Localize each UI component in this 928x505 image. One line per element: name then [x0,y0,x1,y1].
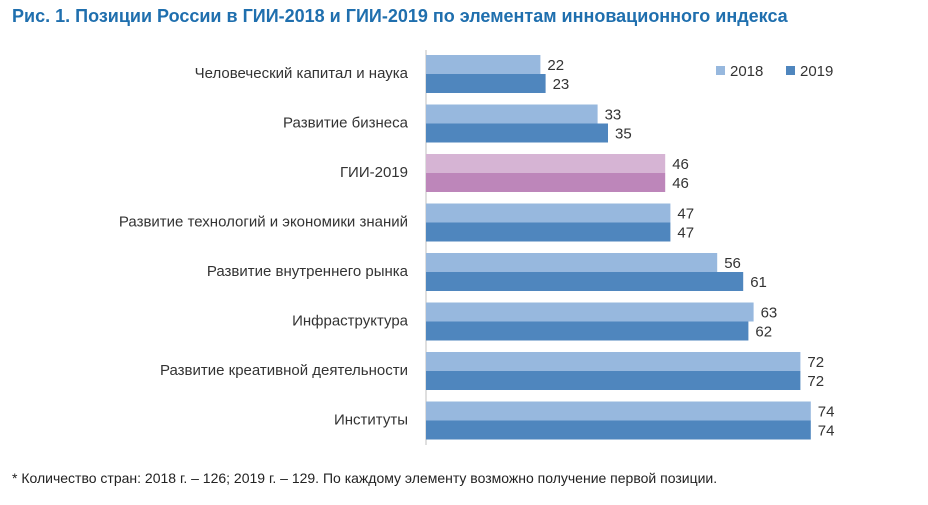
legend-swatch-2018 [716,66,725,75]
bar-2019-3 [426,173,666,192]
footnote: * Количество стран: 2018 г. – 126; 2019 … [12,470,718,486]
bar-2019-8 [426,420,811,440]
bar-2018-4 [426,203,671,223]
category-label: Развитие технологий и экономики знаний [119,214,408,231]
category-label: Развитие внутреннего рынка [207,263,409,280]
bar-2018-5 [426,253,718,272]
bar-2019-7 [426,371,801,390]
bar-chart: Человеческий капитал и наука 22 23 Развитие… [119,50,835,445]
category-label: Институты [334,412,408,429]
data-label: 47 [677,206,694,223]
legend-label-2018: 2018 [730,63,763,80]
bar-2018-1 [426,55,541,74]
category-label: Человеческий капитал и наука [195,65,409,82]
data-label: 56 [724,255,741,272]
data-label: 72 [807,354,824,371]
data-label: 46 [672,175,689,192]
data-label: 23 [553,76,570,93]
title-text: Позиции России в ГИИ-2018 и ГИИ-2019 по … [75,6,788,26]
bar-2018-3 [426,154,666,173]
bar-2019-4 [426,222,671,242]
category-label: ГИИ-2019 [340,164,408,181]
data-label: 35 [615,126,632,143]
category-label: Развитие бизнеса [283,115,409,132]
data-label: 63 [761,305,778,322]
chart-title: Рис. 1. Позиции России в ГИИ-2018 и ГИИ-… [12,6,788,27]
bar-2018-7 [426,352,801,371]
legend-label-2019: 2019 [800,63,833,80]
category-label: Инфраструктура [292,313,409,330]
data-label: 46 [672,156,689,173]
data-label: 47 [677,225,694,242]
bar-2018-8 [426,401,811,421]
bar-2018-2 [426,104,598,124]
bar-2018-6 [426,302,754,322]
data-label: 62 [755,324,772,341]
bar-2019-5 [426,272,744,291]
data-label: 72 [807,373,824,390]
bar-2019-1 [426,74,546,93]
data-label: 61 [750,274,767,291]
legend-swatch-2019 [786,66,795,75]
data-label: 74 [818,423,835,440]
legend: 2018 2019 [716,63,833,80]
data-label: 33 [605,107,622,124]
category-label: Развитие креативной деятельности [160,362,408,379]
bar-2019-6 [426,321,749,341]
figure-label: Рис. 1. [12,6,71,26]
data-label: 22 [547,57,564,74]
data-label: 74 [818,404,835,421]
bar-2019-2 [426,123,608,143]
